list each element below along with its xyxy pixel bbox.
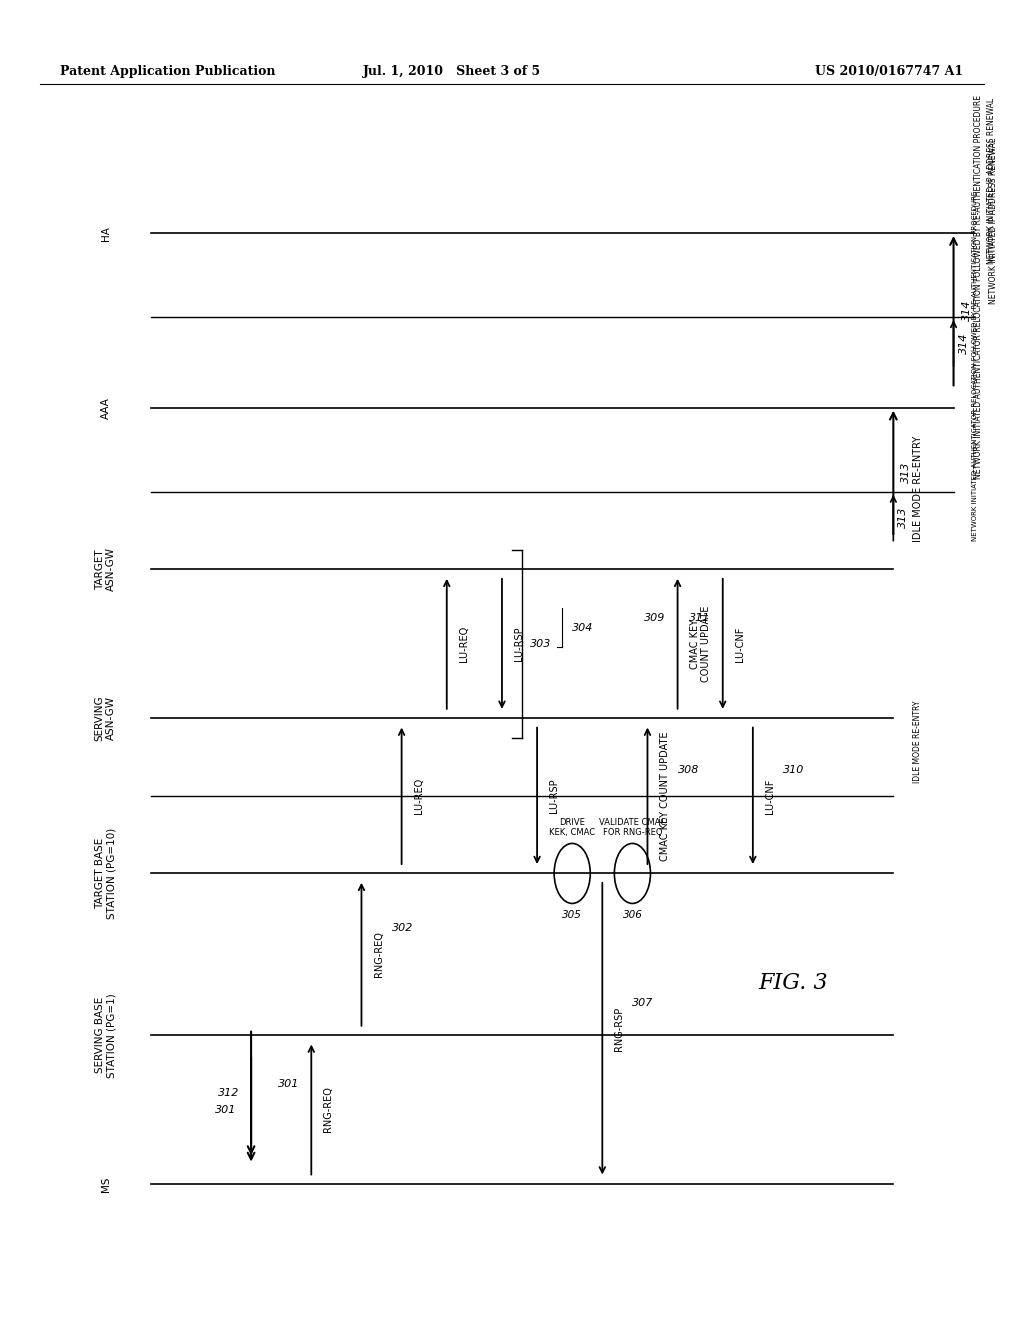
Text: 306: 306 — [623, 909, 642, 920]
Text: RNG-REQ: RNG-REQ — [374, 932, 384, 977]
Text: 314: 314 — [958, 333, 969, 354]
Text: 309: 309 — [644, 612, 666, 623]
Text: 313: 313 — [898, 507, 908, 528]
Text: RNG-REQ: RNG-REQ — [324, 1086, 334, 1133]
Text: LU-RSP: LU-RSP — [514, 627, 524, 661]
Text: VALIDATE CMAC
FOR RNG-REQ: VALIDATE CMAC FOR RNG-REQ — [599, 817, 666, 837]
Text: LU-CNF: LU-CNF — [735, 626, 744, 661]
Text: 310: 310 — [783, 766, 804, 775]
Text: 301: 301 — [215, 1105, 236, 1114]
Text: NETWORK INITIATED AUTHENTICATOR RELOCATION FOLLOWED BY RE-AUTHENTICATION PROCEDU: NETWORK INITIATED AUTHENTICATOR RELOCATI… — [972, 190, 978, 541]
Text: 303: 303 — [530, 639, 552, 649]
Text: 301: 301 — [278, 1078, 299, 1089]
Text: US 2010/0167747 A1: US 2010/0167747 A1 — [815, 65, 964, 78]
Text: CMAC KEY
COUNT UPDATE: CMAC KEY COUNT UPDATE — [689, 606, 712, 682]
Text: 312: 312 — [218, 1089, 239, 1098]
Text: LU-REQ: LU-REQ — [414, 777, 424, 814]
Text: 305: 305 — [562, 909, 583, 920]
Text: CMAC KEY COUNT UPDATE: CMAC KEY COUNT UPDATE — [659, 731, 670, 861]
Text: Patent Application Publication: Patent Application Publication — [60, 65, 275, 78]
Text: 302: 302 — [391, 924, 413, 933]
Text: NETWORK INITIATED IP ADDRESS RENEWAL: NETWORK INITIATED IP ADDRESS RENEWAL — [989, 139, 997, 305]
Text: 313: 313 — [901, 462, 911, 483]
Text: 307: 307 — [633, 998, 653, 1007]
Text: IDLE MODE RE-ENTRY: IDLE MODE RE-ENTRY — [913, 436, 924, 541]
Text: AAA: AAA — [100, 397, 111, 418]
Text: 308: 308 — [678, 766, 699, 775]
Text: LU-REQ: LU-REQ — [459, 626, 469, 661]
Text: NETWORK INITIATED IP ADDRESS RENEWAL: NETWORK INITIATED IP ADDRESS RENEWAL — [987, 98, 995, 264]
Text: SERVING BASE
STATION (PG=1): SERVING BASE STATION (PG=1) — [95, 993, 117, 1077]
Text: RNG-RSP: RNG-RSP — [614, 1007, 625, 1051]
Text: 304: 304 — [572, 623, 594, 632]
Text: TARGET BASE
STATION (PG=10): TARGET BASE STATION (PG=10) — [95, 828, 117, 919]
Text: 314: 314 — [962, 300, 972, 321]
Text: Jul. 1, 2010   Sheet 3 of 5: Jul. 1, 2010 Sheet 3 of 5 — [362, 65, 541, 78]
Text: MS: MS — [100, 1176, 111, 1192]
Text: DRIVE
KEK, CMAC: DRIVE KEK, CMAC — [549, 817, 595, 837]
Text: TARGET
ASN-GW: TARGET ASN-GW — [95, 548, 117, 591]
Text: NETWORK INITIATED AUTHENTICATOR RELOCATION FOLLOWED BY RE-AUTHENTICATION PROCEDU: NETWORK INITIATED AUTHENTICATOR RELOCATI… — [974, 95, 983, 479]
Text: HA: HA — [100, 226, 111, 240]
Text: SERVING
ASN-GW: SERVING ASN-GW — [95, 696, 117, 741]
Text: LU-RSP: LU-RSP — [549, 779, 559, 813]
Text: LU-CNF: LU-CNF — [765, 779, 775, 813]
Text: IDLE MODE RE-ENTRY: IDLE MODE RE-ENTRY — [913, 701, 923, 783]
Text: FIG. 3: FIG. 3 — [758, 973, 827, 994]
Text: 311: 311 — [689, 612, 711, 623]
